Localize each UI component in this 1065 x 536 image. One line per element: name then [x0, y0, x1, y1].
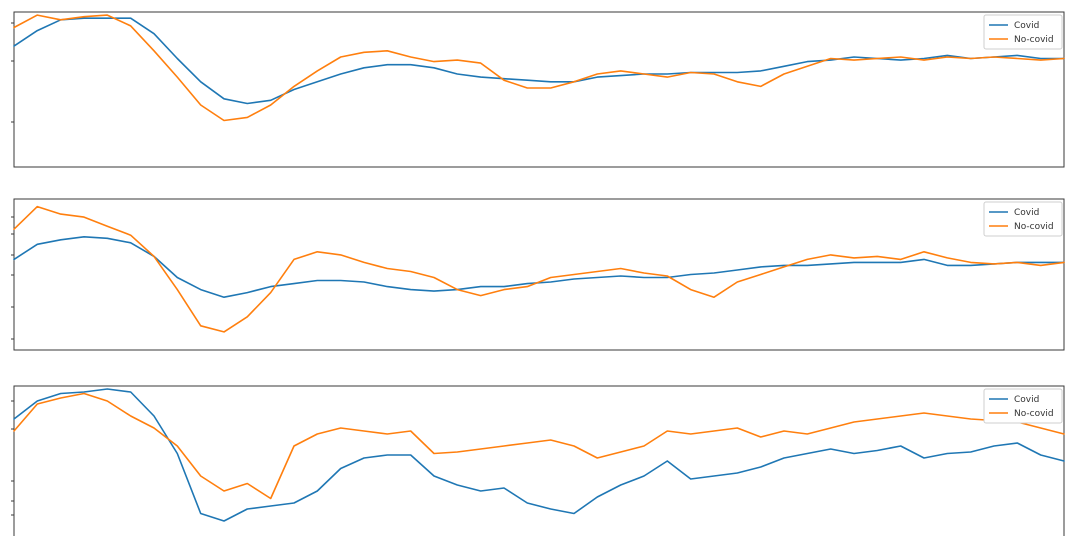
series-line-covid — [13, 235, 1065, 298]
legend-label: Covid — [1014, 395, 1039, 405]
legend: Covid No-covid — [983, 14, 1063, 50]
subplot-2: Covid No-covid — [0, 192, 1065, 360]
legend-box — [983, 14, 1063, 50]
series-line-no-covid — [13, 392, 1065, 500]
legend: Covid No-covid — [983, 388, 1063, 424]
subplot-3: Covid No-covid — [0, 381, 1065, 536]
legend-label: No-covid — [1014, 35, 1054, 45]
legend-label: Covid — [1014, 208, 1039, 218]
line-chart-3: Covid No-covid — [11, 385, 1065, 536]
series-line-no-covid — [13, 14, 1065, 122]
axes-frame — [13, 11, 1065, 168]
legend-label: No-covid — [1014, 222, 1054, 232]
series-line-covid — [13, 388, 1065, 522]
series-line-covid — [13, 17, 1065, 105]
legend-box — [983, 388, 1063, 424]
axes-frame — [13, 385, 1065, 536]
axes-frame — [13, 198, 1065, 351]
line-chart-1: Covid No-covid — [11, 11, 1065, 168]
subplot-1: Covid No-covid — [0, 5, 1065, 173]
legend-label: No-covid — [1014, 409, 1054, 419]
legend-box — [983, 201, 1063, 237]
line-chart-2: Covid No-covid — [11, 198, 1065, 351]
legend: Covid No-covid — [983, 201, 1063, 237]
series-line-no-covid — [13, 205, 1065, 333]
legend-label: Covid — [1014, 21, 1039, 31]
